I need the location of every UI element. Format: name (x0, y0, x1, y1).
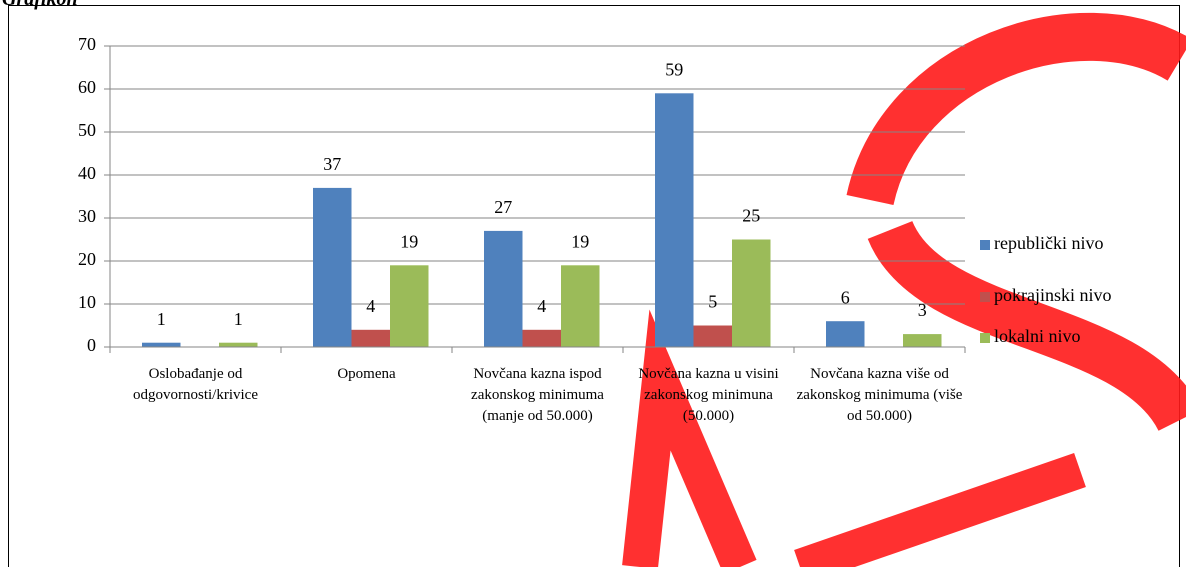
bar (655, 93, 694, 347)
bar (313, 187, 352, 347)
bar (142, 342, 181, 347)
data-label: 19 (400, 231, 418, 251)
bar (390, 265, 429, 347)
data-label: 1 (157, 309, 166, 329)
chart-border (8, 5, 1180, 567)
x-tick-label: Novčana kazna u visini zakonskog minimun… (638, 366, 779, 424)
y-tick-label: 50 (78, 120, 96, 140)
y-tick-label: 0 (87, 335, 96, 355)
legend-swatch (980, 240, 990, 250)
data-label: 59 (665, 59, 683, 79)
x-tick-label: Oslobađanje od odgovornosti/krivice (133, 366, 258, 403)
legend-label: republički nivo (994, 233, 1103, 253)
data-label: 19 (571, 231, 589, 251)
bar (522, 329, 561, 347)
legend-swatch (980, 333, 990, 343)
bar (903, 334, 942, 347)
legend-label: lokalni nivo (994, 326, 1081, 346)
y-tick-label: 40 (78, 163, 96, 183)
bar (561, 265, 600, 347)
bar (351, 329, 390, 347)
x-tick-label: Novčana kazna ispod zakonskog minimuma (… (471, 366, 604, 424)
bar (219, 342, 258, 347)
legend-label: pokrajinski nivo (994, 285, 1112, 305)
bar (693, 325, 732, 347)
y-tick-label: 60 (78, 77, 96, 97)
bar (484, 230, 523, 347)
bar (732, 239, 771, 347)
x-tick-label: Opomena (337, 366, 396, 382)
data-label: 27 (494, 197, 512, 217)
data-label: 1 (234, 309, 243, 329)
y-tick-label: 70 (78, 34, 96, 54)
y-tick-label: 30 (78, 206, 96, 226)
data-label: 37 (323, 154, 341, 174)
data-label: 4 (366, 296, 375, 316)
data-label: 3 (918, 300, 927, 320)
data-label: 25 (742, 206, 760, 226)
y-tick-label: 20 (78, 249, 96, 269)
data-label: 6 (841, 287, 850, 307)
watermark (622, 12, 1186, 567)
legend-swatch (980, 292, 990, 302)
data-label: 4 (537, 296, 546, 316)
data-label: 5 (708, 292, 717, 312)
y-tick-label: 10 (78, 292, 96, 312)
bar (826, 321, 865, 347)
x-tick-label: Novčana kazna više od zakonskog minimuma… (796, 366, 963, 424)
